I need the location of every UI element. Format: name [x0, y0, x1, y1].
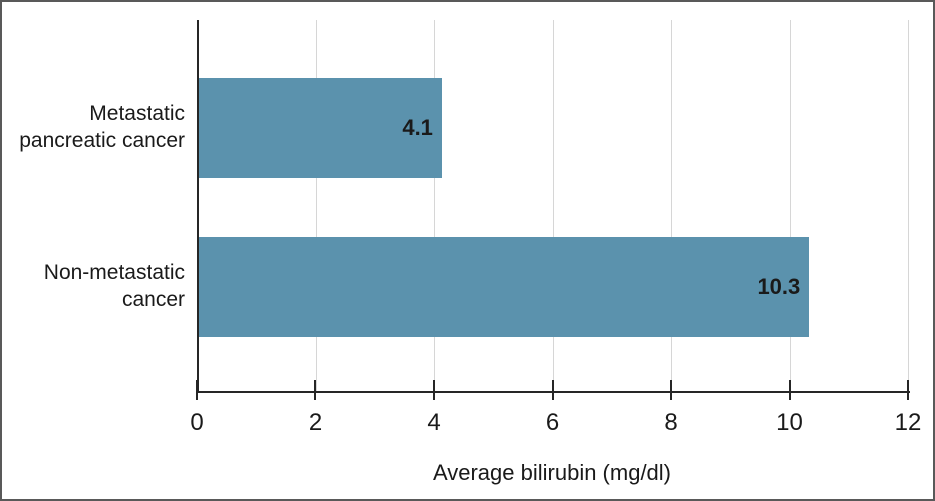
- axis-tick: [907, 380, 909, 400]
- gridline: [552, 20, 554, 391]
- bar: [199, 237, 810, 337]
- x-tick-label: 0: [190, 409, 204, 436]
- axis-tick: [196, 380, 198, 400]
- bar-value-label: 10.3: [757, 274, 801, 299]
- gridline: [434, 20, 435, 391]
- category-label: Metastatic pancreatic cancer: [19, 102, 185, 152]
- x-tick-label: 8: [664, 409, 678, 436]
- x-axis-line: [197, 391, 910, 393]
- bar-value-label: 4.1: [402, 115, 433, 140]
- x-tick-label: 10: [776, 409, 803, 436]
- axis-tick: [551, 380, 554, 400]
- axis-tick: [314, 380, 317, 400]
- category-label: Non-metastatic cancer: [43, 261, 185, 311]
- x-tick-label: 2: [308, 409, 323, 436]
- gridline: [671, 20, 672, 391]
- x-tick-label: 4: [427, 409, 441, 436]
- axis-tick: [669, 380, 672, 400]
- axis-tick: [432, 380, 435, 400]
- bar-row: 10.3: [199, 237, 910, 337]
- gridline: [908, 20, 909, 391]
- x-tick-label: 6: [545, 409, 560, 436]
- y-axis-line: [197, 20, 199, 393]
- gridline: [315, 20, 317, 391]
- gridline: [789, 20, 791, 391]
- axis-tick: [788, 380, 791, 400]
- plot-area: 4.1 10.3 0 2 4 6 8 10 12: [190, 20, 921, 436]
- x-axis-title: Average bilirubin (mg/dl): [432, 460, 672, 485]
- bar: [199, 78, 442, 178]
- bar-row: 4.1: [199, 78, 910, 178]
- x-tick-label: 12: [894, 409, 922, 436]
